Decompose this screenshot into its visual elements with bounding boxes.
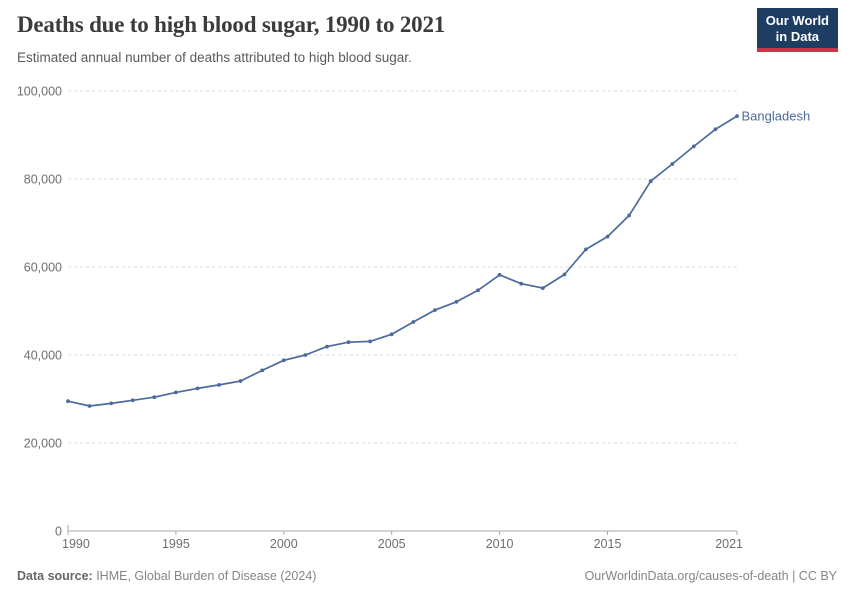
data-point-marker — [540, 286, 545, 290]
x-tick-label: 2000 — [270, 537, 298, 551]
data-point-marker — [346, 340, 351, 345]
data-point-marker — [476, 288, 480, 293]
data-point-marker — [109, 401, 114, 406]
y-tick-label: 20,000 — [24, 437, 62, 451]
data-point-marker — [152, 395, 157, 400]
series-label-bangladesh[interactable]: Bangladesh — [742, 109, 811, 124]
data-point-marker — [648, 179, 653, 184]
data-point-marker — [497, 273, 502, 277]
chart-footer: Data source: IHME, Global Burden of Dise… — [17, 569, 837, 591]
data-point-marker — [454, 299, 459, 304]
data-point-marker — [195, 386, 200, 391]
data-source-label: Data source: — [17, 569, 93, 583]
data-point-marker — [670, 162, 675, 166]
owid-license-link[interactable]: OurWorldinData.org/causes-of-death | CC … — [584, 569, 837, 583]
owid-logo-line1: Our World — [765, 13, 829, 28]
chart-subtitle: Estimated annual number of deaths attrib… — [17, 50, 412, 65]
data-point-marker — [713, 127, 718, 132]
data-point-marker — [389, 332, 394, 337]
x-tick-label: 1990 — [62, 537, 90, 551]
data-point-marker — [605, 234, 610, 239]
data-point-marker — [281, 358, 286, 363]
data-point-marker — [584, 247, 588, 252]
data-point-marker — [735, 114, 739, 118]
series-line-bangladesh[interactable] — [67, 115, 738, 407]
y-tick-label: 40,000 — [24, 349, 62, 363]
y-tick-label: 60,000 — [24, 261, 62, 275]
data-point-marker — [87, 404, 92, 408]
data-point-marker — [627, 213, 631, 218]
data-point-marker — [174, 390, 178, 395]
x-tick-label: 2010 — [486, 537, 514, 551]
owid-logo-line2: in Data — [775, 28, 820, 44]
x-tick-label: 1995 — [162, 537, 190, 551]
y-tick-label: 100,000 — [17, 85, 62, 99]
data-point-marker — [66, 399, 70, 404]
data-point-marker — [411, 320, 416, 324]
data-point-marker — [217, 383, 222, 387]
data-point-marker — [519, 281, 524, 286]
data-point-marker — [691, 144, 696, 149]
data-point-marker — [260, 368, 265, 373]
owid-logo[interactable]: Our World in Data — [756, 8, 838, 53]
data-point-marker — [368, 339, 372, 344]
y-tick-label: 0 — [55, 525, 62, 539]
y-tick-label: 80,000 — [24, 173, 62, 187]
data-point-marker — [130, 398, 135, 403]
data-point-marker — [562, 272, 567, 277]
data-point-marker — [433, 308, 437, 312]
data-point-marker — [303, 353, 308, 357]
data-point-marker — [238, 379, 243, 383]
data-source-note: Data source: IHME, Global Burden of Dise… — [17, 569, 316, 583]
page-title: Deaths due to high blood sugar, 1990 to … — [17, 12, 446, 37]
data-source-value: IHME, Global Burden of Disease (2024) — [92, 569, 317, 583]
x-tick-label: 2005 — [378, 537, 406, 551]
x-tick-label: 2015 — [594, 537, 622, 551]
data-point-marker — [325, 344, 329, 349]
x-tick-label: 2021 — [715, 537, 743, 551]
